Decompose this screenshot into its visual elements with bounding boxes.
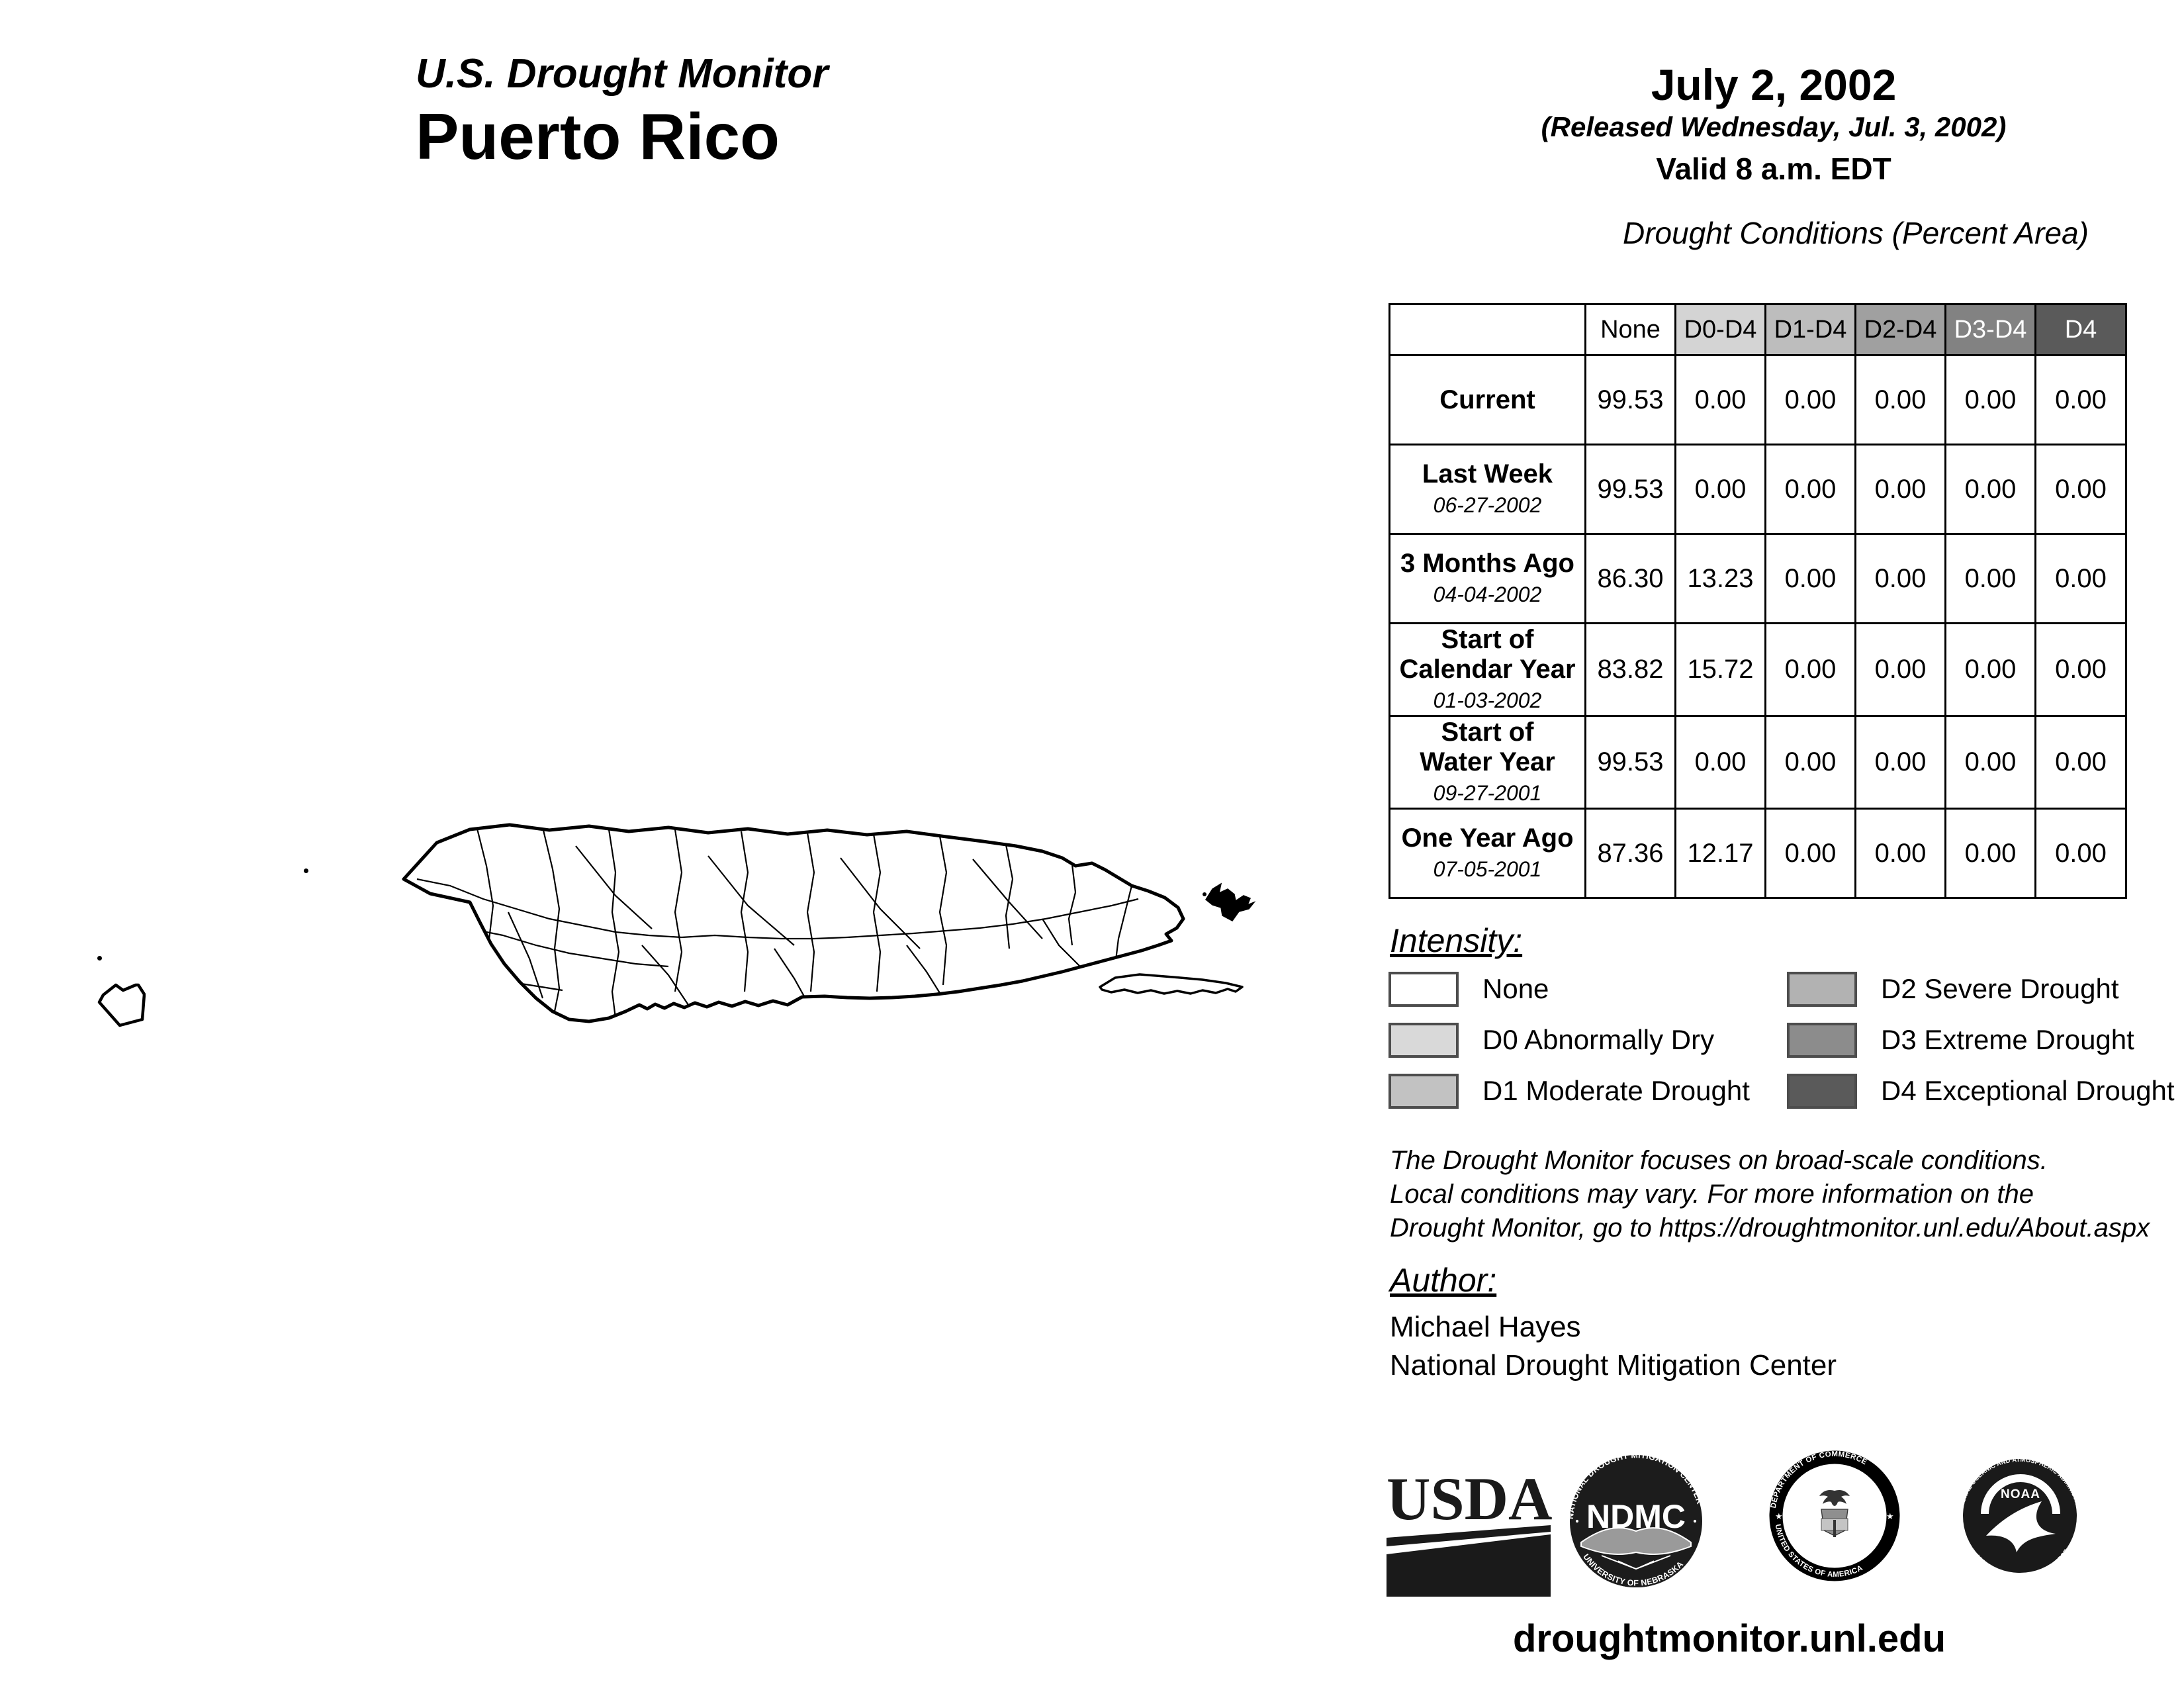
- svg-text:★: ★: [1775, 1511, 1783, 1521]
- svg-text:★: ★: [1886, 1511, 1894, 1521]
- svg-text:USDA: USDA: [1387, 1465, 1552, 1532]
- svg-text:NOAA: NOAA: [2001, 1487, 2040, 1501]
- svg-text:NDMC: NDMC: [1586, 1498, 1686, 1535]
